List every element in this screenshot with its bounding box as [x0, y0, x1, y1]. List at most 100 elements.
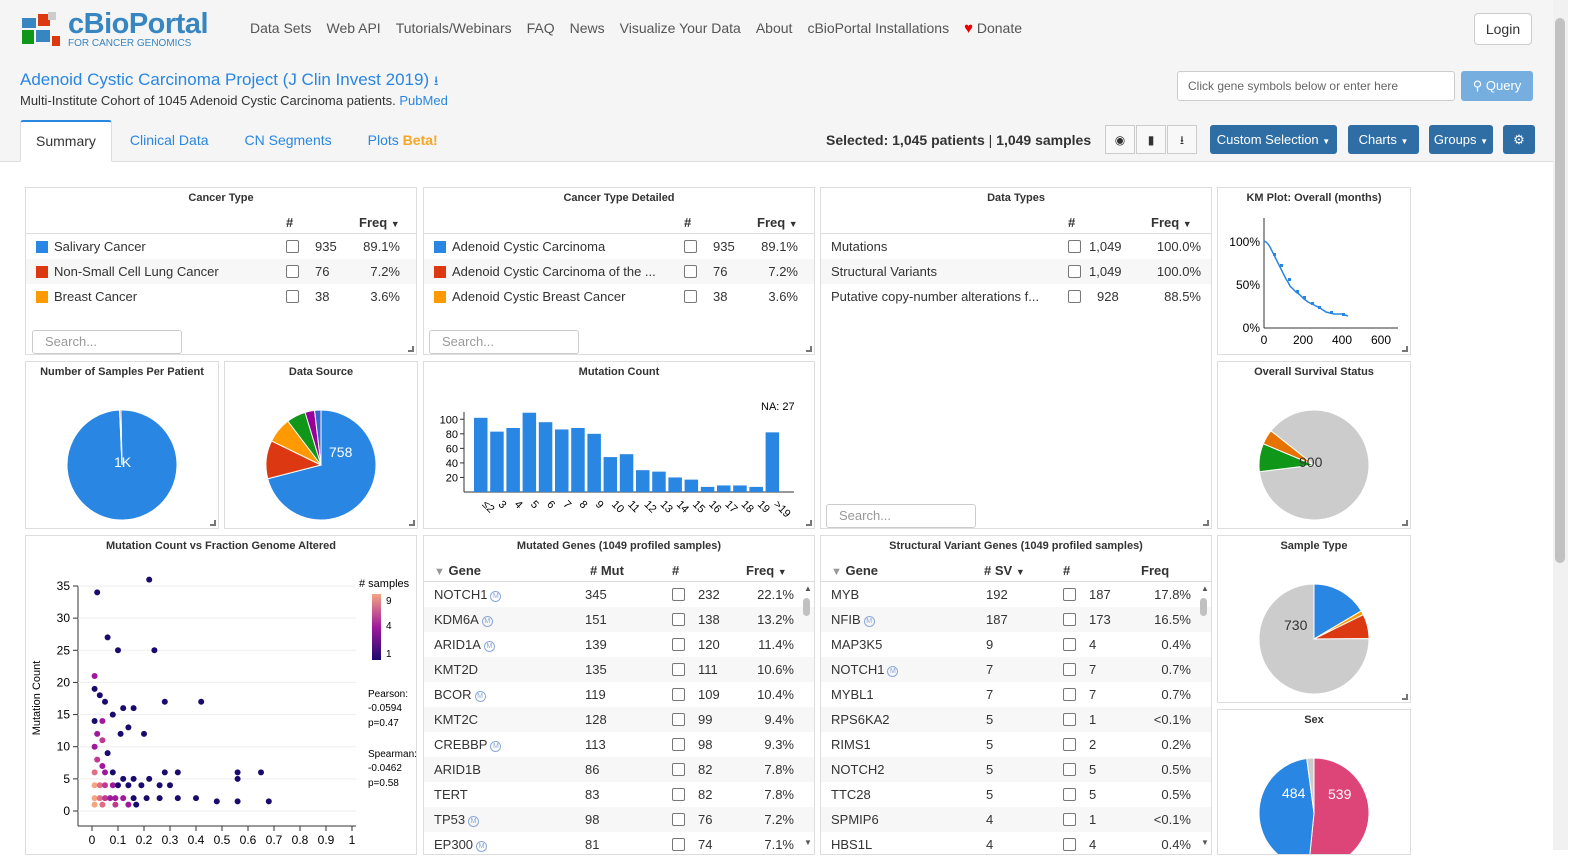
scatter-point[interactable] — [94, 730, 101, 737]
row-checkbox[interactable] — [1063, 638, 1076, 651]
row-checkbox[interactable] — [672, 838, 685, 851]
row-checkbox[interactable] — [1063, 588, 1076, 601]
table-row[interactable]: KMT2D 135 111 10.6% — [424, 657, 814, 682]
resize-handle[interactable] — [806, 346, 812, 352]
custom-selection-button[interactable]: Custom Selection ▼ — [1210, 125, 1337, 154]
row-checkbox[interactable] — [1068, 290, 1081, 303]
gene-name[interactable]: NFIB M — [831, 607, 875, 632]
table-row[interactable]: RIMS1 5 2 0.2% — [821, 732, 1211, 757]
col-count[interactable]: # — [672, 563, 680, 578]
scatter-point[interactable] — [193, 795, 199, 802]
scatter-point[interactable] — [265, 798, 272, 805]
table-row[interactable]: TERT 83 82 7.8% — [424, 782, 814, 807]
scatter-point[interactable] — [91, 795, 98, 802]
row-checkbox[interactable] — [1063, 763, 1076, 776]
scatter-point[interactable] — [94, 756, 101, 763]
nav-about[interactable]: About — [755, 20, 793, 36]
row-checkbox[interactable] — [1063, 688, 1076, 701]
row-checkbox[interactable] — [672, 638, 685, 651]
bar[interactable] — [636, 470, 650, 492]
table-row[interactable]: HBS1L 4 4 0.4% — [821, 832, 1211, 854]
table-row[interactable]: CREBBP M 113 98 9.3% — [424, 732, 814, 757]
scatter-point[interactable] — [91, 673, 98, 679]
scatter-point[interactable] — [112, 795, 119, 802]
row-checkbox[interactable] — [672, 738, 685, 751]
pie-slice[interactable] — [313, 409, 322, 466]
scatter-point[interactable] — [138, 782, 145, 789]
gene-name[interactable]: CREBBP M — [434, 732, 502, 757]
scatter-point[interactable] — [146, 775, 153, 782]
col-count[interactable]: # — [1068, 215, 1076, 230]
table-row[interactable]: NOTCH1 M 345 232 22.1% — [424, 582, 814, 607]
table-row[interactable]: Salivary Cancer 935 89.1% — [26, 234, 416, 259]
download-button-icon[interactable]: ⭳ — [1167, 125, 1197, 154]
table-row[interactable]: Adenoid Cystic Carcinoma 935 89.1% — [424, 234, 814, 259]
gene-name[interactable]: RPS6KA2 — [831, 707, 890, 732]
row-checkbox[interactable] — [1063, 613, 1076, 626]
scatter-point[interactable] — [133, 801, 140, 808]
table-row[interactable]: TTC28 5 5 0.5% — [821, 782, 1211, 807]
row-checkbox[interactable] — [1063, 788, 1076, 801]
gene-name[interactable]: NOTCH1 M — [831, 657, 899, 682]
sample-type-pie[interactable] — [1218, 556, 1410, 702]
table-row[interactable]: ARID1A M 139 120 11.4% — [424, 632, 814, 657]
row-checkbox[interactable] — [1063, 813, 1076, 826]
bar[interactable] — [555, 429, 569, 492]
scatter-point[interactable] — [91, 801, 98, 808]
row-checkbox[interactable] — [286, 265, 299, 278]
bar[interactable] — [619, 454, 634, 492]
row-checkbox[interactable] — [672, 663, 685, 676]
scatter-point[interactable] — [213, 798, 220, 805]
col-freq[interactable]: Freq ▼ — [746, 563, 787, 578]
data-source-pie[interactable] — [225, 382, 417, 528]
table-row[interactable]: EP300 M 81 74 7.1% — [424, 832, 814, 854]
resize-handle[interactable] — [210, 520, 216, 526]
pubmed-link[interactable]: PubMed — [399, 93, 448, 108]
scatter-point[interactable] — [102, 782, 108, 789]
scatter-point[interactable] — [99, 763, 106, 769]
gene-name[interactable]: MAP3K5 — [831, 632, 882, 657]
table-scrollbar[interactable]: ▲ ▼ — [1200, 584, 1209, 847]
table-row[interactable]: TP53 M 98 76 7.2% — [424, 807, 814, 832]
col-freq[interactable]: Freq ▼ — [359, 215, 400, 230]
resize-handle[interactable] — [1203, 520, 1209, 526]
scatter-point[interactable] — [104, 634, 111, 641]
scatter-point[interactable] — [174, 795, 181, 802]
row-checkbox[interactable] — [684, 290, 697, 303]
row-checkbox[interactable] — [1063, 713, 1076, 726]
scatter-point[interactable] — [102, 769, 108, 776]
scatter-point[interactable] — [109, 782, 116, 789]
search-input[interactable]: Search... — [429, 330, 579, 354]
row-checkbox[interactable] — [672, 613, 685, 626]
page-scrollbar[interactable] — [1553, 0, 1568, 850]
gene-name[interactable]: KMT2C — [434, 707, 478, 732]
bar[interactable] — [717, 485, 731, 492]
scatter-point[interactable] — [96, 795, 103, 802]
nav-donate[interactable]: ♥ Donate — [964, 20, 1022, 37]
col-freq[interactable]: Freq — [1141, 563, 1170, 578]
settings-gear-icon[interactable]: ⚙ — [1503, 125, 1535, 154]
scatter-point[interactable] — [91, 782, 98, 789]
gene-name[interactable]: TP53 M — [434, 807, 480, 832]
filter-icon[interactable]: ▼ — [831, 566, 842, 578]
scatter-point[interactable] — [234, 775, 241, 782]
bar[interactable] — [668, 477, 682, 492]
nav-data-sets[interactable]: Data Sets — [250, 20, 312, 36]
tab-summary[interactable]: Summary — [20, 120, 112, 162]
scatter-point[interactable] — [104, 750, 111, 757]
nav-tutorials[interactable]: Tutorials/Webinars — [395, 20, 512, 36]
bar[interactable] — [652, 471, 666, 492]
bookmark-icon[interactable]: ▮ — [1136, 125, 1166, 154]
tab-clinical-data[interactable]: Clinical Data — [129, 132, 209, 148]
row-checkbox[interactable] — [1068, 240, 1081, 253]
scatter-point[interactable] — [130, 705, 137, 712]
scatter-point[interactable] — [141, 730, 147, 737]
resize-handle[interactable] — [1402, 520, 1408, 526]
scatter-point[interactable] — [130, 795, 137, 802]
cbioportal-logo[interactable]: cBioPortal FOR CANCER GENOMICS — [18, 8, 209, 52]
col-gene[interactable]: ▼ Gene — [434, 563, 481, 578]
col-gene[interactable]: ▼ Gene — [831, 563, 878, 578]
table-row[interactable]: NOTCH2 5 5 0.5% — [821, 757, 1211, 782]
scatter-point[interactable] — [96, 782, 103, 789]
